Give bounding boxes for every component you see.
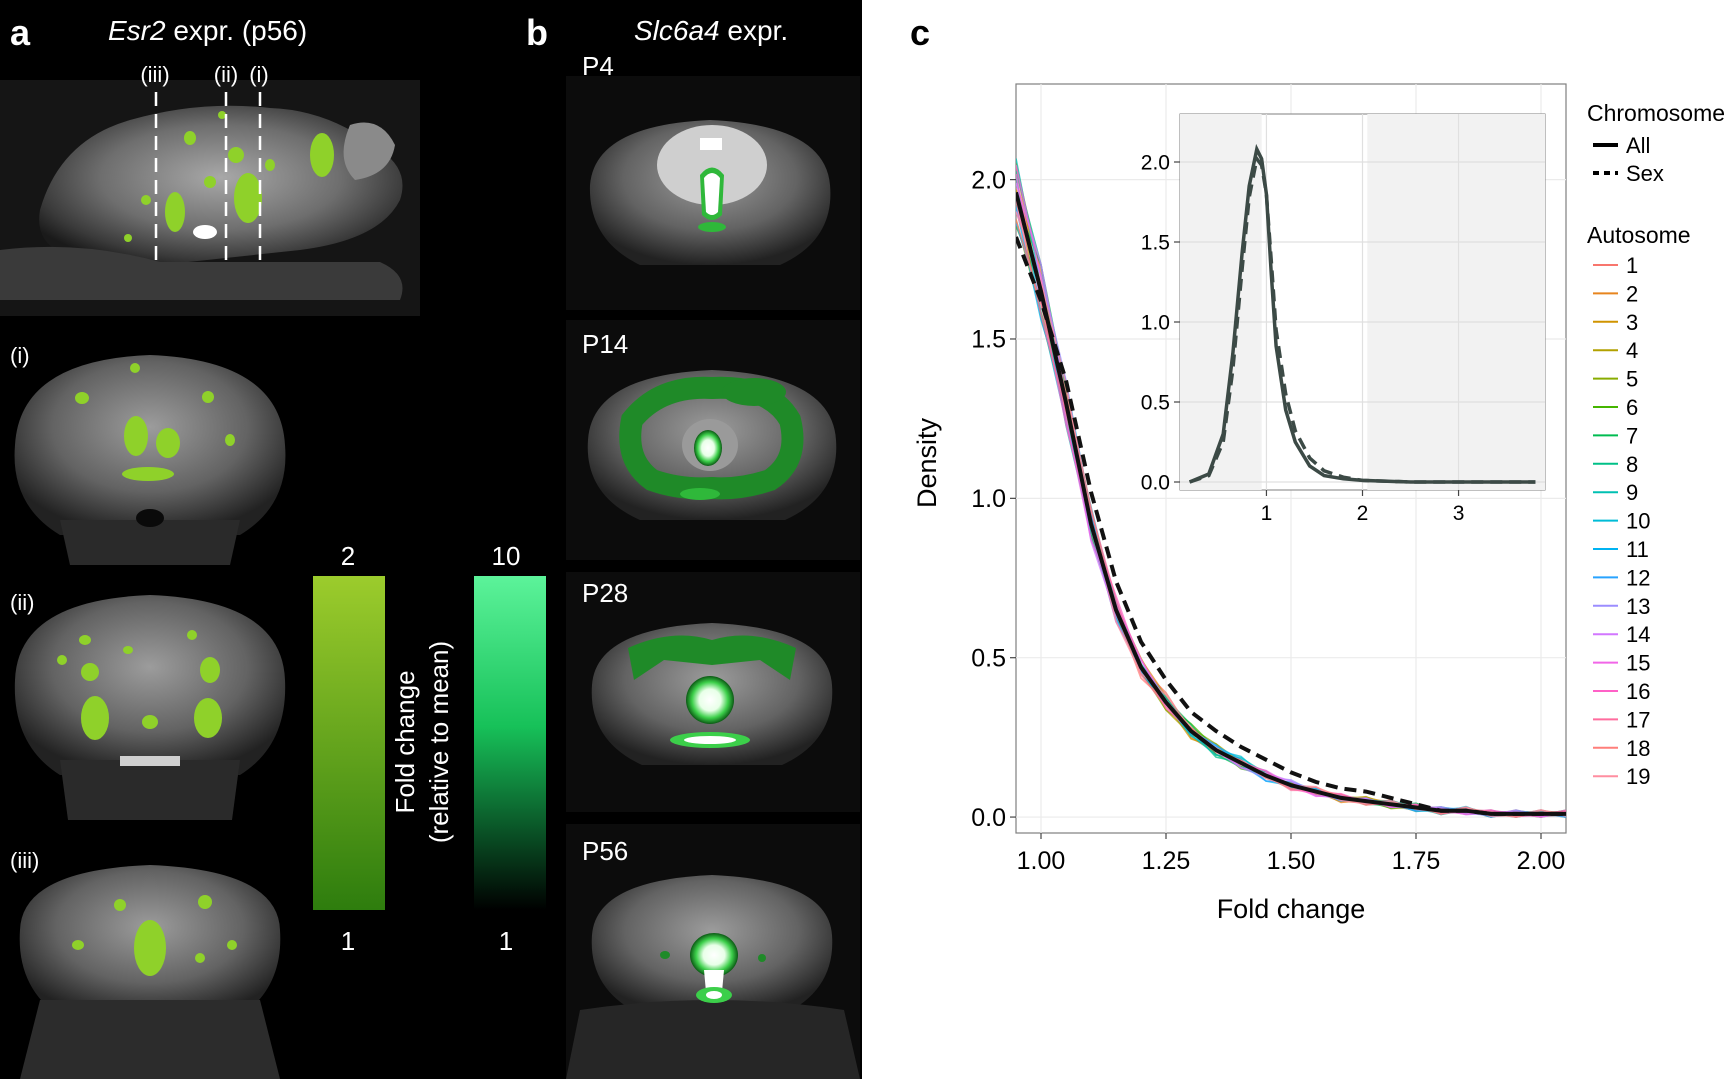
y-tick-label: 0.0 [971, 804, 1006, 832]
slice-lines [154, 92, 262, 262]
density-x-axis-label: Fold change [1217, 894, 1366, 924]
coronal-slice-iii [19, 865, 281, 1079]
panel-b-gene: Slc6a4 [634, 15, 720, 46]
legend-autosome-label: 8 [1626, 452, 1638, 477]
x-tick-label: 1.25 [1142, 847, 1191, 875]
legend-autosome-label: 19 [1626, 764, 1650, 789]
panel-a-title: Esr2 expr. (p56) [108, 15, 307, 46]
panel-b-title-rest: expr. [720, 15, 788, 46]
legend-autosome-label: 13 [1626, 594, 1650, 619]
colorbar-esr2-min: 1 [341, 926, 355, 956]
y-tick-label: 1.5 [1141, 231, 1170, 254]
legend-autosome-label: 3 [1626, 310, 1638, 335]
legend-autosome-label: 16 [1626, 679, 1650, 704]
colorbar-axis-label: Fold change (relative to mean) [390, 641, 454, 843]
esr2-overlay-slice-ii [57, 630, 222, 740]
coronal-slice-ii [14, 595, 286, 820]
series-line-all [1016, 191, 1566, 816]
legend-autosome-label: 18 [1626, 736, 1650, 761]
inset-shaded-range [1367, 114, 1545, 490]
inset-shaded-ranges [1180, 114, 1545, 490]
slice-label-ii: (ii) [10, 590, 34, 615]
inset-density-chart: 1 2 3 0.0 0.5 1.0 1.5 2.0 [1141, 113, 1546, 525]
colorbar-slc6a4-min: 1 [499, 926, 513, 956]
panel-a-gene: Esr2 [108, 15, 166, 46]
y-tick-label: 2.0 [1141, 151, 1170, 174]
y-tick-label: 1.0 [1141, 311, 1170, 334]
legend-autosome-label: 7 [1626, 423, 1638, 448]
slc6a4-slice-p4 [566, 76, 860, 310]
legend-autosome-label: 2 [1626, 281, 1638, 306]
colorbar-slc6a4-max: 10 [492, 541, 521, 571]
legend-autosome-label: 10 [1626, 509, 1650, 534]
age-label-p56: P56 [582, 836, 628, 866]
inset-chart-grid [1180, 114, 1545, 490]
slice-marker-ii: (ii) [214, 62, 238, 87]
slice-label-iii: (iii) [10, 848, 39, 873]
density-y-axis-label: Density [912, 417, 942, 508]
panel-a-title-rest: expr. (p56) [166, 15, 308, 46]
legend-autosome-label: 5 [1626, 367, 1638, 392]
slice-marker-iii: (iii) [140, 62, 169, 87]
panel-b-title: Slc6a4 expr. [634, 15, 788, 46]
x-tick-label: 1.50 [1267, 847, 1316, 875]
colorbar-slc6a4 [474, 576, 546, 910]
series-line-sex [1189, 154, 1536, 484]
inset-chart-series [1188, 143, 1536, 484]
slc6a4-slice-p14 [566, 320, 860, 560]
legend-autosome-label: 14 [1626, 622, 1650, 647]
legend-autosome-label: 17 [1626, 707, 1650, 732]
legend-autosome-label: 9 [1626, 480, 1638, 505]
colorbar-label-line1: Fold change [390, 670, 420, 813]
coronal-slice-i [14, 355, 286, 565]
y-tick-label: 0.5 [971, 644, 1006, 672]
y-tick-label: 1.5 [971, 326, 1006, 354]
legend-autosome-label: 12 [1626, 565, 1650, 590]
x-tick-label: 2 [1357, 502, 1369, 525]
y-tick-label: 0.5 [1141, 391, 1170, 414]
panel-c-letter: c [910, 12, 930, 53]
x-tick-label: 1.75 [1392, 847, 1441, 875]
legend-autosome-label: 4 [1626, 338, 1638, 363]
inset-shaded-range [1180, 114, 1262, 490]
chart-legend: Chromosome All Sex Autosome 123456789101… [1587, 100, 1725, 789]
slc6a4-slice-p56 [566, 824, 860, 1079]
slice-marker-i: (i) [249, 62, 269, 87]
colorbar-esr2 [313, 576, 385, 910]
legend-chromosome-title: Chromosome [1587, 100, 1725, 126]
x-tick-label: 1.00 [1017, 847, 1066, 875]
esr2-overlay-slice-i [75, 363, 235, 481]
legend-autosome-label: 15 [1626, 651, 1650, 676]
panel-b-letter: b [526, 12, 548, 53]
series-line-sex [1016, 236, 1566, 816]
colorbar-esr2-max: 2 [341, 541, 355, 571]
y-tick-label: 1.0 [971, 485, 1006, 513]
x-tick-label: 3 [1453, 502, 1465, 525]
sagittal-brain-image [0, 80, 420, 316]
age-label-p4: P4 [582, 51, 614, 81]
legend-all-label: All [1626, 133, 1650, 158]
legend-autosome-label: 11 [1626, 537, 1649, 562]
density-chart-ticks: 1.00 1.25 1.50 1.75 2.00 0.0 0.5 1.0 1.5 2.0 [971, 166, 1565, 875]
age-label-p14: P14 [582, 329, 628, 359]
x-tick-label: 2.00 [1517, 847, 1566, 875]
esr2-overlay-sagittal [124, 111, 334, 242]
legend-sex-label: Sex [1626, 161, 1664, 186]
legend-autosome-title: Autosome [1587, 222, 1691, 248]
colorbar-label-line2: (relative to mean) [424, 641, 454, 843]
panel-a-letter: a [10, 12, 31, 53]
esr2-overlay-slice-iii [72, 895, 237, 976]
x-tick-label: 1 [1261, 502, 1273, 525]
inset-chart-ticks: 1 2 3 0.0 0.5 1.0 1.5 2.0 [1141, 151, 1465, 525]
y-tick-label: 2.0 [971, 166, 1006, 194]
legend-autosome-label: 1 [1626, 253, 1638, 278]
density-chart-series [1016, 158, 1566, 818]
y-tick-label: 0.0 [1141, 471, 1170, 494]
age-label-p28: P28 [582, 578, 628, 608]
slc6a4-slice-p28 [566, 572, 860, 812]
legend-autosome-label: 6 [1626, 395, 1638, 420]
slice-label-i: (i) [10, 343, 30, 368]
